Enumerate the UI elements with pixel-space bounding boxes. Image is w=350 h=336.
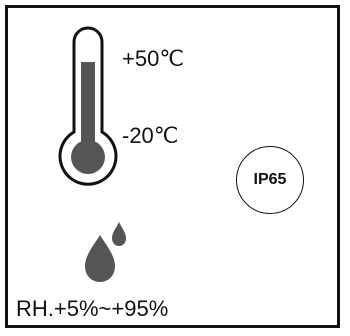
min-temperature-label: -20℃	[122, 123, 179, 148]
water-drop-icon	[80, 221, 132, 283]
humidity-range-label: RH.+5%~+95%	[16, 296, 169, 321]
max-temperature-label: +50℃	[122, 46, 185, 71]
ip-rating-label: IP65	[253, 171, 287, 188]
ip-rating-badge: IP65	[236, 146, 304, 214]
thermometer-icon	[56, 26, 120, 192]
spec-panel: +50℃ -20℃ IP65 RH.+5%~+95%	[5, 5, 340, 328]
